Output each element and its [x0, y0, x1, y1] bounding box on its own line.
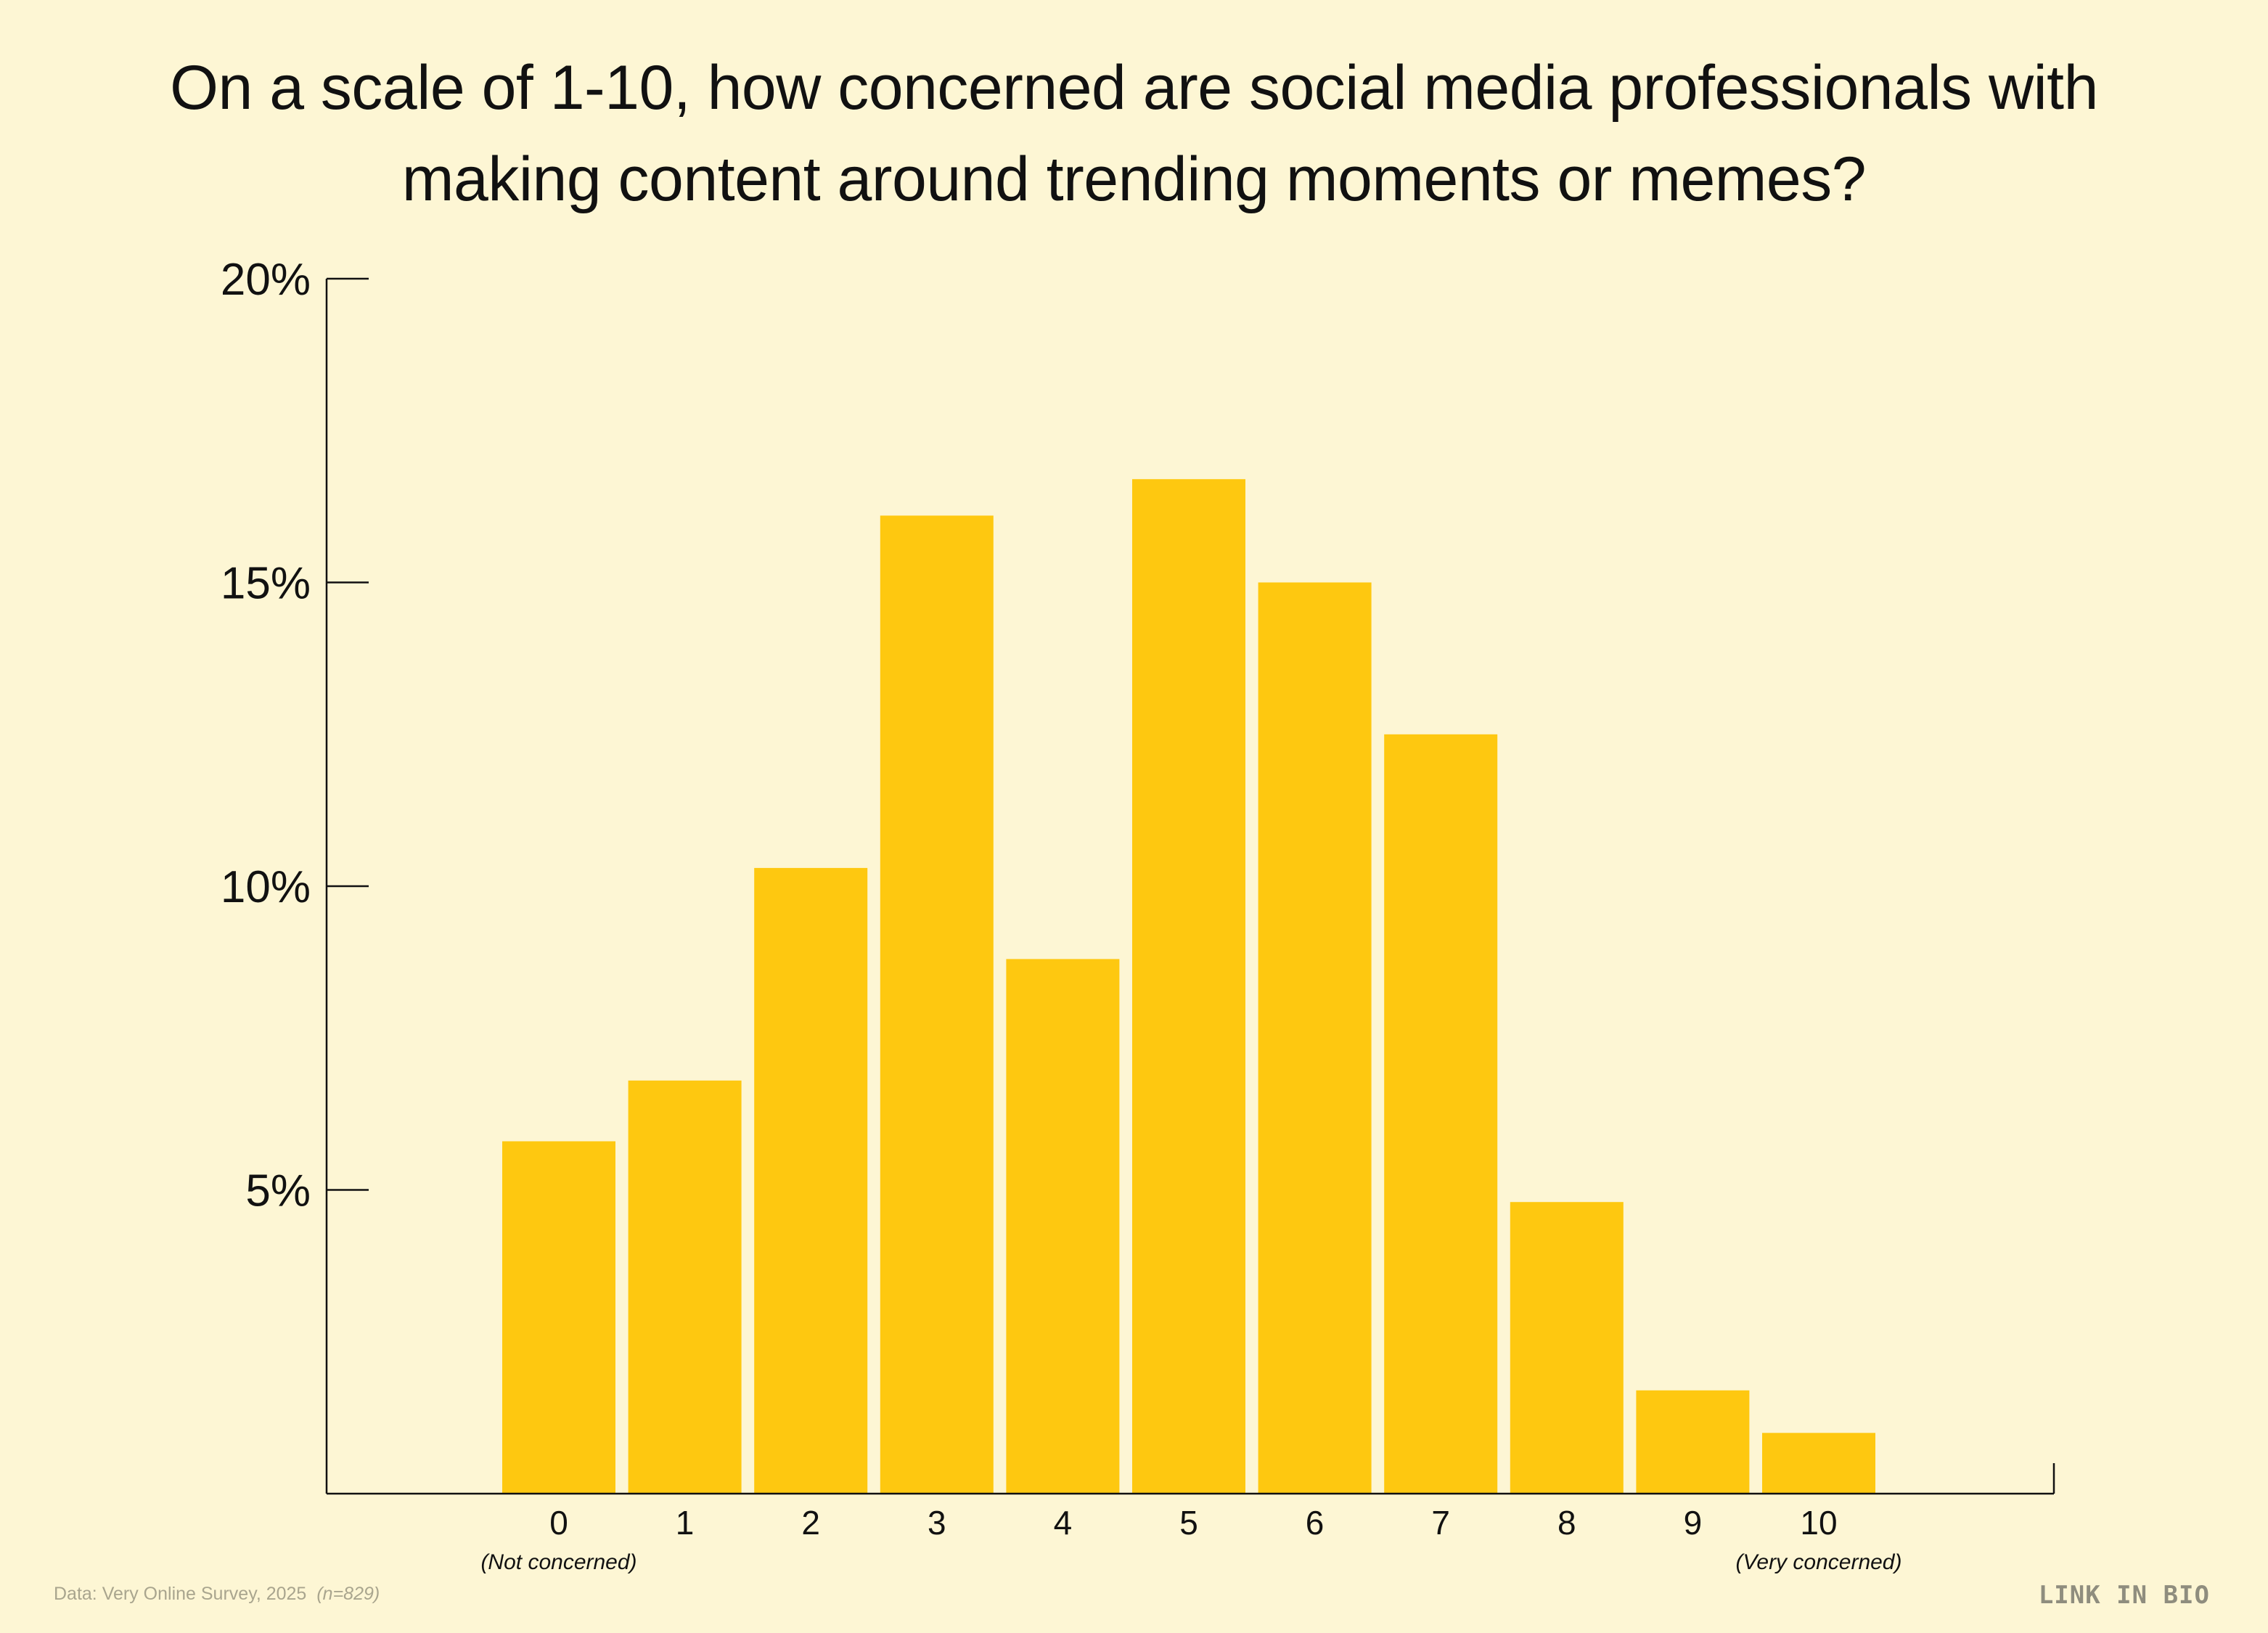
bar-9	[1636, 1390, 1750, 1494]
bar-3	[880, 515, 994, 1494]
bar-1	[628, 1080, 742, 1494]
bar-4	[1006, 959, 1120, 1494]
category-note: (Not concerned)	[480, 1550, 636, 1574]
bar-2	[754, 867, 868, 1494]
bar-0	[502, 1141, 615, 1494]
brand-logo: LINK IN BIO	[2038, 1581, 2210, 1610]
x-tick-label: 6	[1306, 1504, 1325, 1542]
x-tick-label: 8	[1557, 1504, 1576, 1542]
bar-10	[1762, 1433, 1875, 1494]
x-tick-label: 7	[1431, 1504, 1450, 1542]
x-tick-label: 1	[676, 1504, 695, 1542]
chart-title-line-1: On a scale of 1-10, how concerned are so…	[170, 53, 2098, 123]
chart-title-line-2: making content around trending moments o…	[401, 144, 1867, 214]
bar-7	[1384, 734, 1498, 1494]
x-tick-label: 10	[1800, 1504, 1837, 1542]
tick-labels-group: 5% 10% 15% 20% 0 1 2 3 4 5 6 7 8 9 10 (Not concerned) (V…	[221, 255, 1902, 1574]
y-tick-label: 15%	[221, 559, 311, 609]
y-tick-label: 20%	[221, 255, 311, 305]
bars-group	[502, 479, 1875, 1494]
x-tick-label: 9	[1684, 1504, 1703, 1542]
x-tick-label: 2	[801, 1504, 820, 1542]
bar-6	[1258, 582, 1372, 1494]
y-tick-label: 5%	[245, 1166, 311, 1216]
axes-group	[325, 277, 2055, 1495]
chart-title: On a scale of 1-10, how concerned are so…	[0, 42, 2268, 225]
bar-5	[1132, 479, 1245, 1494]
x-tick-label: 0	[549, 1504, 568, 1542]
sample-size: (n=829)	[316, 1584, 380, 1604]
bar-8	[1510, 1202, 1624, 1494]
y-tick-label: 10%	[221, 862, 311, 912]
source-note: Data: Very Online Survey, 2025 (n=829)	[54, 1584, 380, 1605]
x-tick-label: 4	[1054, 1504, 1073, 1542]
x-tick-label: 5	[1179, 1504, 1198, 1542]
x-tick-label: 3	[928, 1504, 946, 1542]
category-note: (Very concerned)	[1736, 1550, 1902, 1574]
source-text: Data: Very Online Survey, 2025	[54, 1584, 307, 1604]
